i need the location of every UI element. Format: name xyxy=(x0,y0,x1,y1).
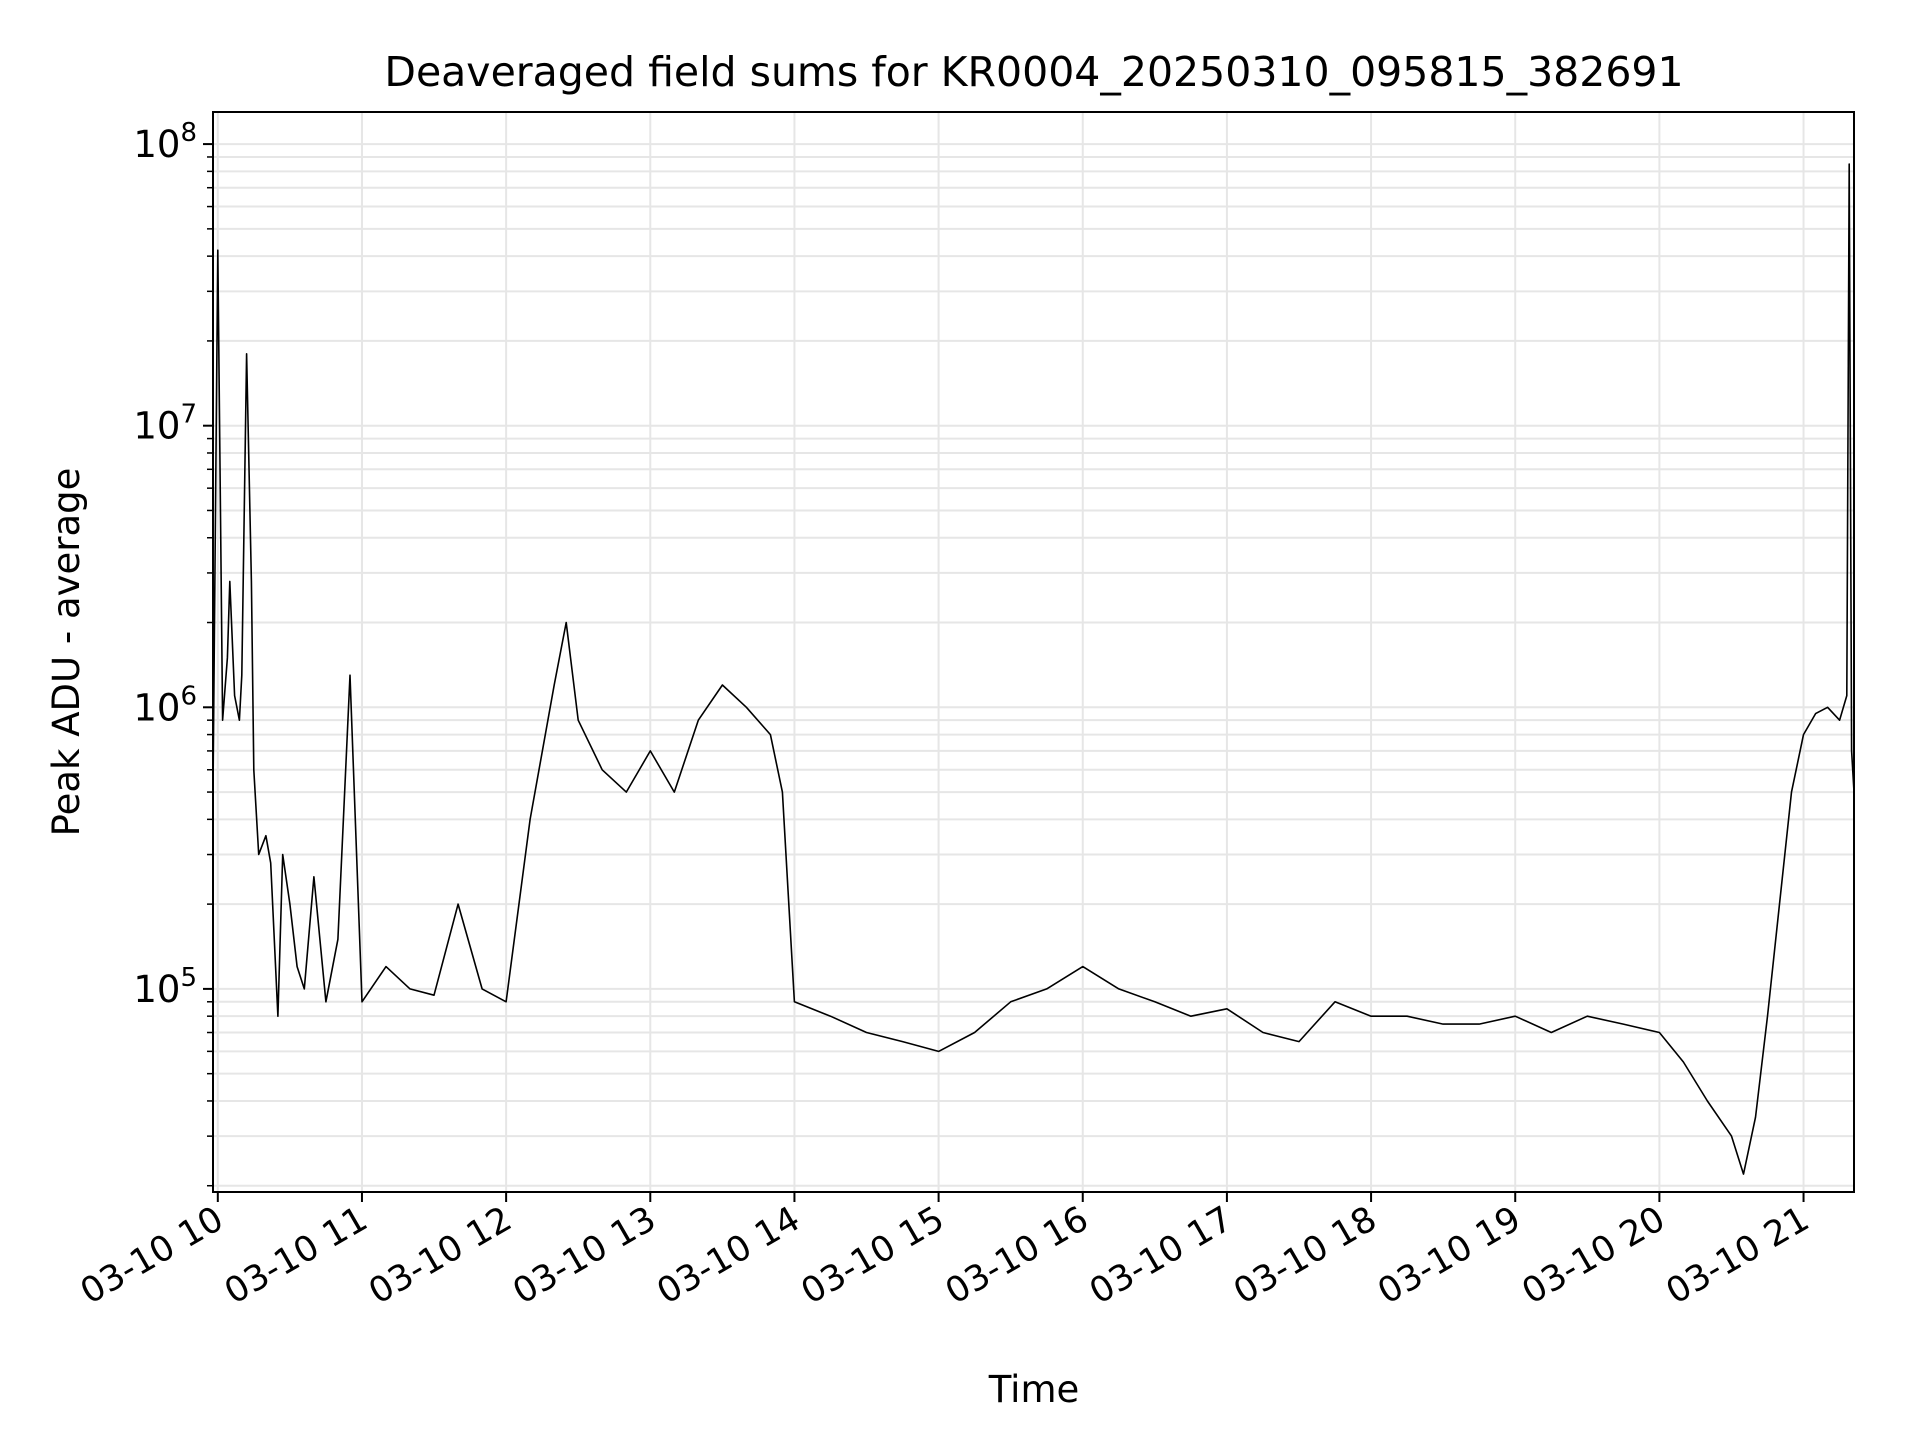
y-tick-exponent: 5 xyxy=(180,963,197,993)
y-tick-label: 106 xyxy=(133,681,197,729)
grid-lines xyxy=(213,112,1854,1192)
chart-title: Deaveraged field sums for KR0004_2025031… xyxy=(384,48,1683,96)
series-line xyxy=(212,163,1855,1175)
y-tick-label: 105 xyxy=(133,963,197,1011)
y-tick-base: 10 xyxy=(133,123,180,166)
y-tick-exponent: 7 xyxy=(180,400,197,430)
plot-frame xyxy=(212,111,1855,1193)
y-tick-base: 10 xyxy=(133,405,180,448)
y-tick-exponent: 6 xyxy=(180,681,197,711)
y-tick-label: 107 xyxy=(133,400,197,448)
y-tick-label: 108 xyxy=(133,118,197,166)
y-tick-base: 10 xyxy=(133,686,180,729)
y-tick-base: 10 xyxy=(133,968,180,1011)
x-axis-label: Time xyxy=(988,1368,1080,1411)
y-axis-label: Peak ADU - average xyxy=(45,468,88,837)
data-line-layer xyxy=(212,163,1855,1175)
y-tick-exponent: 8 xyxy=(180,118,197,148)
